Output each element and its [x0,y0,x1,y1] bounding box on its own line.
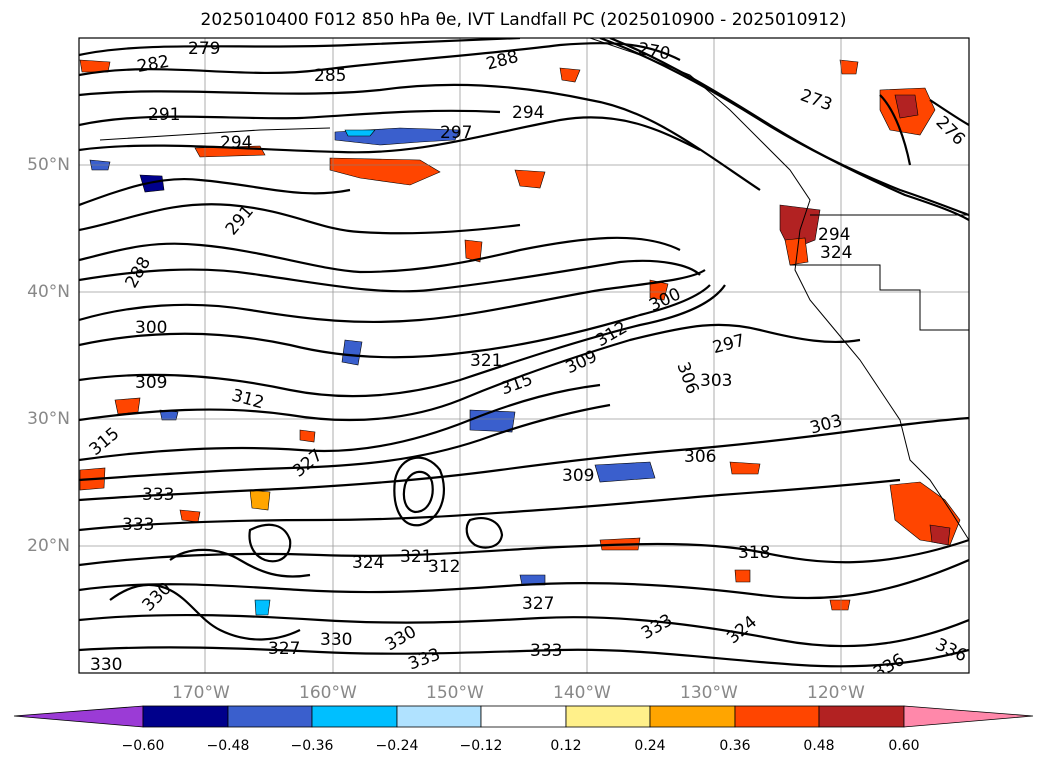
theta-e-contours [79,38,969,668]
contour-label: 291 [148,105,180,125]
colorbar-segment [649,705,736,728]
lon-label: 150°W [426,683,484,703]
plot-frame [78,37,970,674]
contour-label: 279 [188,39,220,59]
colorbar [13,705,1034,728]
colorbar-segment [227,705,313,728]
contour-label: 294 [512,103,544,123]
contour-label: 306 [684,447,716,467]
colorbar-segment [734,705,820,728]
lon-label: 120°W [807,683,865,703]
contour-label: 330 [90,655,122,675]
contour-label: 333 [142,485,174,505]
lat-label: 30°N [27,409,70,429]
lon-label: 160°W [299,683,357,703]
contour-label: 321 [470,351,502,371]
contour-label: 318 [738,543,770,563]
colorbar-tick: 0.12 [550,738,582,754]
graticule [79,38,969,673]
contour-label: 309 [562,466,594,486]
colorbar-tick: 0.60 [888,738,920,754]
lon-label: 140°W [553,683,611,703]
colorbar-tick: 0.36 [719,738,751,754]
lat-label: 20°N [27,536,70,556]
contour-label: 294 [818,225,850,245]
contour-label: 327 [522,594,554,614]
contour-label: 285 [314,66,346,86]
contour-label: 303 [700,371,732,391]
contour-label: 327 [268,639,300,659]
colorbar-extend-high [903,705,1034,728]
colorbar-segment [311,705,398,728]
colorbar-tick: −0.24 [375,738,419,754]
colorbar-tick: 0.48 [803,738,835,754]
contour-label: 312 [428,557,460,577]
colorbar-segment [818,705,905,728]
colorbar-tick: −0.12 [459,738,503,754]
colorbar-tick: −0.60 [121,738,165,754]
contour-label: 333 [530,641,562,661]
contour-label: 309 [135,373,167,393]
contour-label: 321 [400,547,432,567]
contour-label: 333 [122,515,154,535]
colorbar-segment [396,705,482,728]
colorbar-tick: −0.48 [206,738,250,754]
contour-label: 330 [320,630,352,650]
colorbar-segment [142,705,229,728]
contour-label: 297 [440,123,472,143]
contour-label: 294 [220,133,252,153]
colorbar-segment [480,705,567,728]
colorbar-tick: −0.36 [290,738,334,754]
colorbar-tick: 0.24 [634,738,666,754]
lat-label: 50°N [27,155,70,175]
coastlines [99,38,969,541]
lon-label: 130°W [680,683,738,703]
plot-area [79,38,969,673]
map-title: 2025010400 F012 850 hPa θe, IVT Landfall… [200,10,847,30]
lon-label: 170°W [172,683,230,703]
colorbar-segment [565,705,651,728]
contour-label: 324 [352,553,384,573]
lat-label: 40°N [27,282,70,302]
contour-label: 300 [135,318,167,338]
colorbar-extend-low [13,705,144,728]
contour-label: 324 [820,243,852,263]
